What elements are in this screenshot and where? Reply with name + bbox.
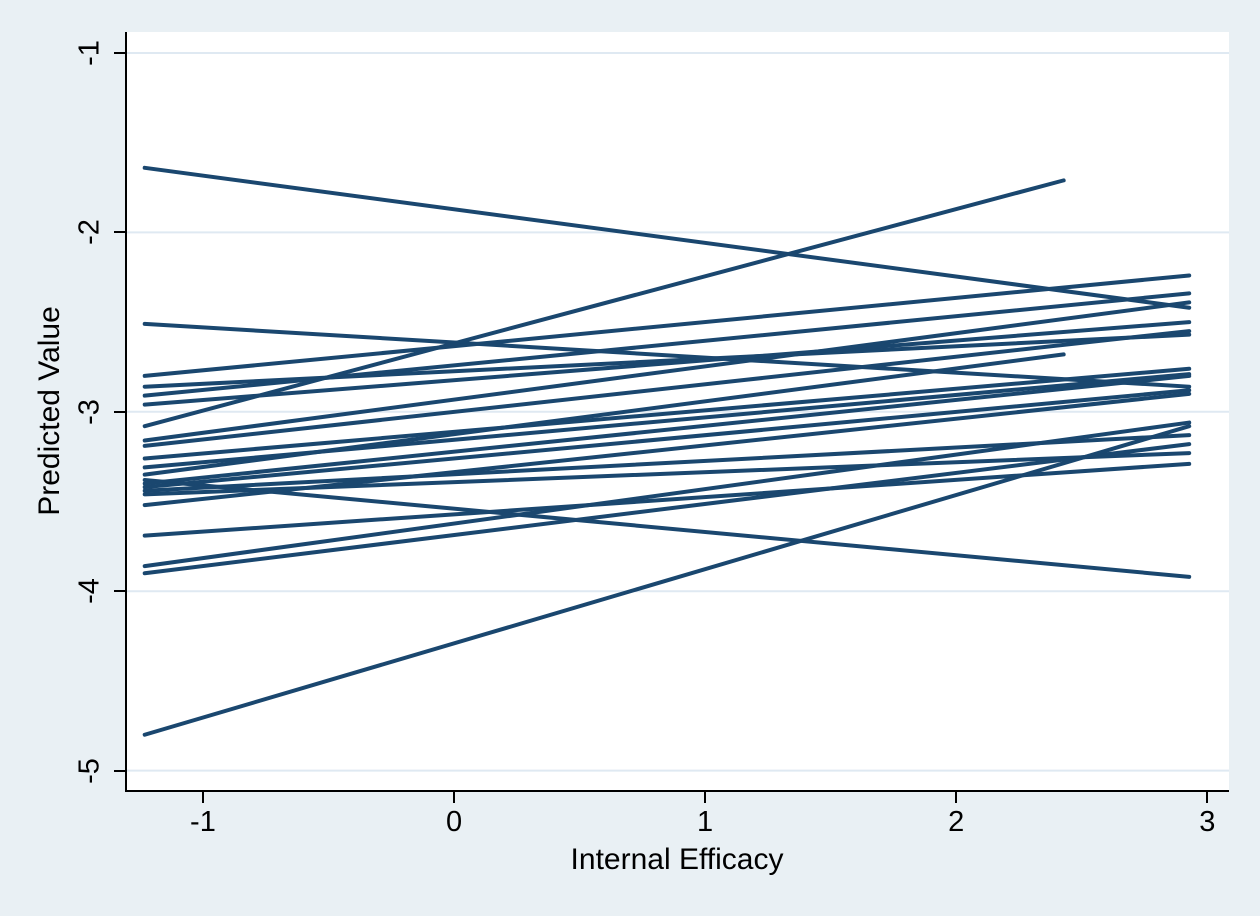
- fitted-line: [142, 477, 1192, 579]
- fitted-line: [142, 433, 1192, 493]
- chart-canvas: [127, 51, 1229, 772]
- fitted-line: [142, 178, 1066, 429]
- x-tick-mark: [704, 792, 707, 803]
- plot-area: [125, 32, 1229, 792]
- y-tick-mark: [114, 51, 125, 54]
- x-tick-mark: [201, 792, 204, 803]
- x-tick-mark: [1206, 792, 1209, 803]
- y-tick-label: -3: [73, 398, 106, 425]
- y-tick-label: -1: [73, 40, 106, 66]
- y-axis-title: Predicted Value: [33, 306, 66, 516]
- fitted-line: [142, 391, 1192, 508]
- y-tick-mark: [114, 590, 125, 593]
- x-tick-label: 3: [1199, 806, 1216, 838]
- fitted-line: [142, 366, 1192, 461]
- y-tick-mark: [114, 231, 125, 234]
- fitted-line: [142, 165, 1192, 310]
- x-tick-mark: [453, 792, 456, 803]
- y-tick-label: -2: [73, 219, 106, 246]
- fitted-line: [142, 388, 1192, 490]
- fitted-line: [142, 352, 1066, 477]
- fitted-line: [142, 424, 1192, 737]
- x-axis-title: Internal Efficacy: [570, 843, 784, 876]
- x-tick-label: 0: [445, 806, 463, 838]
- fitted-line: [142, 273, 1192, 378]
- y-tick-mark: [114, 410, 125, 413]
- fitted-line: [142, 420, 1192, 569]
- fitted-line: [142, 442, 1192, 576]
- fitted-line: [142, 321, 1192, 389]
- x-tick-label: 2: [948, 806, 965, 838]
- fitted-line: [142, 320, 1192, 407]
- fitted-line: [142, 300, 1192, 443]
- fitted-line: [142, 329, 1192, 448]
- x-tick-mark: [955, 792, 958, 803]
- y-tick-label: -5: [73, 757, 106, 784]
- fitted-line: [142, 373, 1192, 486]
- y-tick-label: -4: [73, 578, 106, 605]
- x-tick-label: 1: [697, 806, 714, 838]
- x-tick-label: -1: [190, 806, 216, 838]
- y-tick-mark: [114, 769, 125, 772]
